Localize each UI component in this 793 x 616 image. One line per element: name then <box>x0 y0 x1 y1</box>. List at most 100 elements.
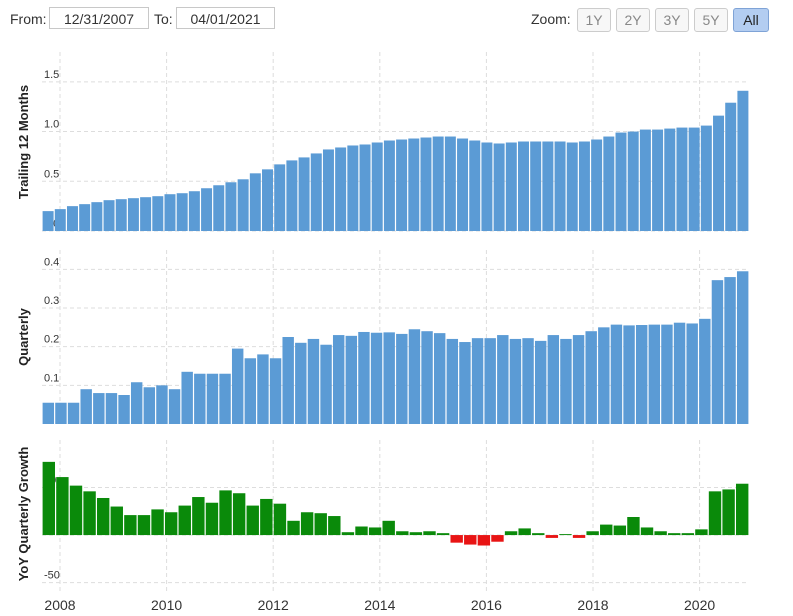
from-label: From: <box>10 11 47 27</box>
from-date-input[interactable]: 12/31/2007 <box>49 7 149 29</box>
bar <box>80 389 92 424</box>
bar <box>347 145 359 231</box>
to-date-input[interactable]: 04/01/2021 <box>176 7 275 29</box>
bar <box>93 393 105 424</box>
y-tick-label: 0.1 <box>44 372 59 384</box>
bar <box>298 157 310 231</box>
bar <box>42 402 55 424</box>
bar <box>409 532 423 536</box>
bar <box>355 526 368 536</box>
bar <box>130 382 143 424</box>
bar <box>257 354 269 424</box>
bar <box>383 140 395 231</box>
bar <box>420 137 432 231</box>
bar <box>542 141 554 231</box>
x-tick-label: 2016 <box>471 597 502 613</box>
bar <box>481 142 493 231</box>
bar <box>572 535 586 538</box>
bar <box>219 373 231 424</box>
bar <box>332 335 345 424</box>
bar <box>446 338 459 424</box>
bar <box>370 332 383 424</box>
y-axis-title: Trailing 12 Months <box>16 85 31 199</box>
bar <box>42 211 54 231</box>
bar <box>408 329 421 424</box>
bar <box>664 128 676 231</box>
bar <box>335 147 347 231</box>
bar <box>436 533 450 536</box>
bar <box>708 491 722 536</box>
bar <box>396 333 408 424</box>
bar <box>623 325 635 424</box>
bar <box>345 335 358 424</box>
zoom-1y-button[interactable]: 1Y <box>577 8 611 32</box>
bar <box>713 115 725 231</box>
bar <box>421 331 433 424</box>
x-tick-label: 2014 <box>364 597 395 613</box>
bar <box>205 502 219 536</box>
bar <box>91 202 103 231</box>
bar <box>219 490 232 536</box>
bar <box>143 387 156 424</box>
bar <box>661 324 673 424</box>
bar <box>55 402 67 424</box>
bar <box>269 358 282 424</box>
bar <box>652 129 664 231</box>
x-tick-label: 2010 <box>151 597 182 613</box>
bar <box>56 477 69 536</box>
bar <box>518 528 531 536</box>
bar <box>96 497 110 536</box>
bar <box>469 140 481 231</box>
bar <box>673 322 686 424</box>
bar <box>554 141 566 231</box>
bar <box>566 142 578 231</box>
bar <box>300 512 314 536</box>
bar <box>79 204 91 231</box>
bar <box>635 325 648 424</box>
bar <box>359 144 371 231</box>
bar <box>307 338 320 424</box>
bar <box>408 138 420 231</box>
bar <box>168 389 181 424</box>
bar <box>559 534 572 536</box>
bar <box>532 533 545 536</box>
bar <box>164 194 176 231</box>
y-tick-label: 1.0 <box>44 119 59 131</box>
bar <box>598 327 610 424</box>
bar <box>192 497 205 536</box>
bar <box>396 531 409 536</box>
bar <box>591 139 603 231</box>
y-axis-title: YoY Quarterly Growth <box>16 447 31 582</box>
bar <box>237 179 249 231</box>
bar <box>504 531 518 536</box>
bar <box>194 373 206 424</box>
bar <box>232 493 246 536</box>
bar <box>572 335 585 424</box>
zoom-all-button[interactable]: All <box>733 8 769 32</box>
bar <box>497 335 509 424</box>
bar <box>725 102 737 231</box>
bar <box>610 324 623 424</box>
to-label: To: <box>154 11 173 27</box>
bar <box>560 338 572 424</box>
zoom-3y-button[interactable]: 3Y <box>655 8 689 32</box>
y-tick-label: 0.5 <box>44 168 59 180</box>
bar <box>152 196 164 231</box>
bar <box>181 371 193 424</box>
bar <box>273 503 287 536</box>
zoom-2y-button[interactable]: 2Y <box>616 8 650 32</box>
bar <box>681 533 695 536</box>
bar <box>450 535 463 543</box>
bar <box>244 358 257 424</box>
bar <box>686 323 698 424</box>
bar <box>736 483 749 536</box>
bar <box>124 515 137 536</box>
bar <box>371 142 383 231</box>
bar <box>724 277 736 424</box>
bar <box>640 527 654 536</box>
zoom-5y-button[interactable]: 5Y <box>694 8 728 32</box>
bar <box>164 512 178 536</box>
bar <box>320 344 332 424</box>
bar <box>505 142 517 231</box>
